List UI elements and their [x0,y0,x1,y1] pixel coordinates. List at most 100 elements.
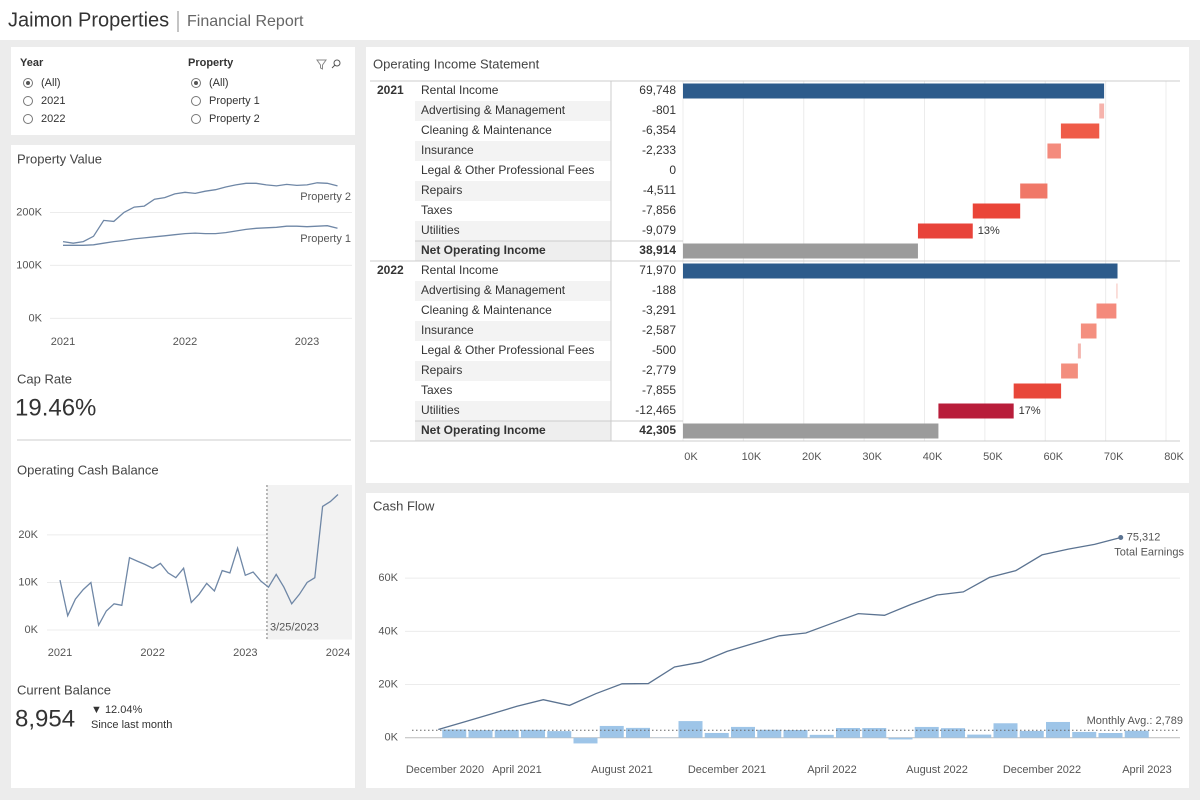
total-value: 42,305 [639,423,676,437]
row-label: Legal & Other Professional Fees [421,163,594,177]
row-value: -4,511 [643,183,676,197]
bar [1080,323,1097,339]
row-stripe [415,101,611,121]
row-label: Advertising & Management [421,283,566,297]
radio-label[interactable]: Property 2 [209,113,260,125]
radio-button[interactable] [23,114,33,124]
x-tick-label: April 2021 [492,764,542,776]
x-tick-label: 2022 [173,336,197,348]
row-value: -801 [652,103,676,117]
row-label: Cleaning & Maintenance [421,123,552,137]
radio-button[interactable] [23,96,33,106]
x-tick-label: 2021 [48,647,72,659]
x-tick-label: April 2022 [807,764,857,776]
radio-label[interactable]: 2022 [41,113,65,125]
y-tick-label: 10K [18,576,38,588]
end-label: 75,312 [1127,531,1161,543]
y-tick-label: 20K [378,678,398,690]
y-tick-label: 20K [18,529,38,541]
x-tick-label: 2023 [233,647,257,659]
bar [1061,363,1078,379]
bar [678,721,703,738]
series-label: Property 1 [300,233,351,245]
row-stripe [415,241,611,261]
row-label: Repairs [421,363,462,377]
radio-button[interactable] [191,96,201,106]
row-label: Repairs [421,183,462,197]
bar [967,734,992,738]
radio-button[interactable] [191,114,201,124]
group-label: 2021 [377,83,404,97]
y-tick-label: 0K [385,732,399,744]
reference-label: 3/25/2023 [270,621,319,633]
filter-icon[interactable] [316,59,327,70]
x-tick-label: December 2021 [688,764,766,776]
panel-title: Operating Cash Balance [17,462,159,477]
bar [917,223,973,239]
bar [521,729,545,738]
bar [941,728,965,738]
row-value: -2,587 [642,323,676,337]
radio-label[interactable]: (All) [41,77,61,89]
row-label: Taxes [421,383,452,397]
x-tick-label: 70K [1104,451,1124,463]
kpi-value: 8,954 [15,705,75,732]
row-value: -7,855 [642,383,676,397]
radio-label[interactable]: (All) [209,77,229,89]
row-stripe [415,361,611,381]
radio-label[interactable]: Property 1 [209,95,260,107]
panel-title: Cash Flow [373,498,435,513]
row-label: Cleaning & Maintenance [421,303,552,317]
filter-panel [11,47,355,135]
search-icon[interactable] [331,59,341,69]
x-tick-label: 2021 [51,336,75,348]
line [63,225,338,246]
row-value: -3,291 [642,303,676,317]
x-tick-label: 50K [983,451,1003,463]
header-title: Jaimon Properties [8,9,169,31]
radio-label[interactable]: 2021 [41,95,65,107]
x-tick-label: 80K [1164,451,1184,463]
total-label: Net Operating Income [421,243,546,257]
group-label: 2022 [377,263,404,277]
x-tick-label: December 2022 [1003,764,1081,776]
row-label: Rental Income [421,83,499,97]
filter-label: Year [20,57,44,69]
row-stripe [415,221,611,241]
x-tick-label: 20K [802,451,822,463]
bar [1013,383,1062,399]
y-tick-label: 60K [378,572,398,584]
bar [783,730,808,738]
row-value: -12,465 [635,403,676,417]
row-label: Rental Income [421,263,499,277]
bar [836,728,860,738]
row-label: Utilities [421,223,460,237]
row-label: Legal & Other Professional Fees [421,343,594,357]
row-value: 69,748 [639,83,676,97]
y-tick-label: 0K [29,312,43,324]
total-bar [683,243,918,259]
bar [809,734,834,738]
left-panel [11,145,355,788]
bar [704,732,729,738]
bar [972,203,1021,219]
bar [757,729,782,738]
row-stripe [415,281,611,301]
row-stripe [415,421,611,441]
y-tick-label: 200K [16,206,42,218]
x-tick-label: 2024 [326,647,350,659]
row-label: Taxes [421,203,452,217]
x-tick-label: 10K [742,451,762,463]
total-value: 38,914 [639,243,676,257]
bar [731,726,755,738]
row-label: Utilities [421,403,460,417]
row-value: -500 [652,343,676,357]
bar [1047,143,1061,159]
row-label: Advertising & Management [421,103,566,117]
x-tick-label: 60K [1043,451,1063,463]
kpi-note: Since last month [91,719,172,731]
bar [1099,103,1105,119]
bar [862,728,887,738]
filter-label: Property [188,57,234,69]
